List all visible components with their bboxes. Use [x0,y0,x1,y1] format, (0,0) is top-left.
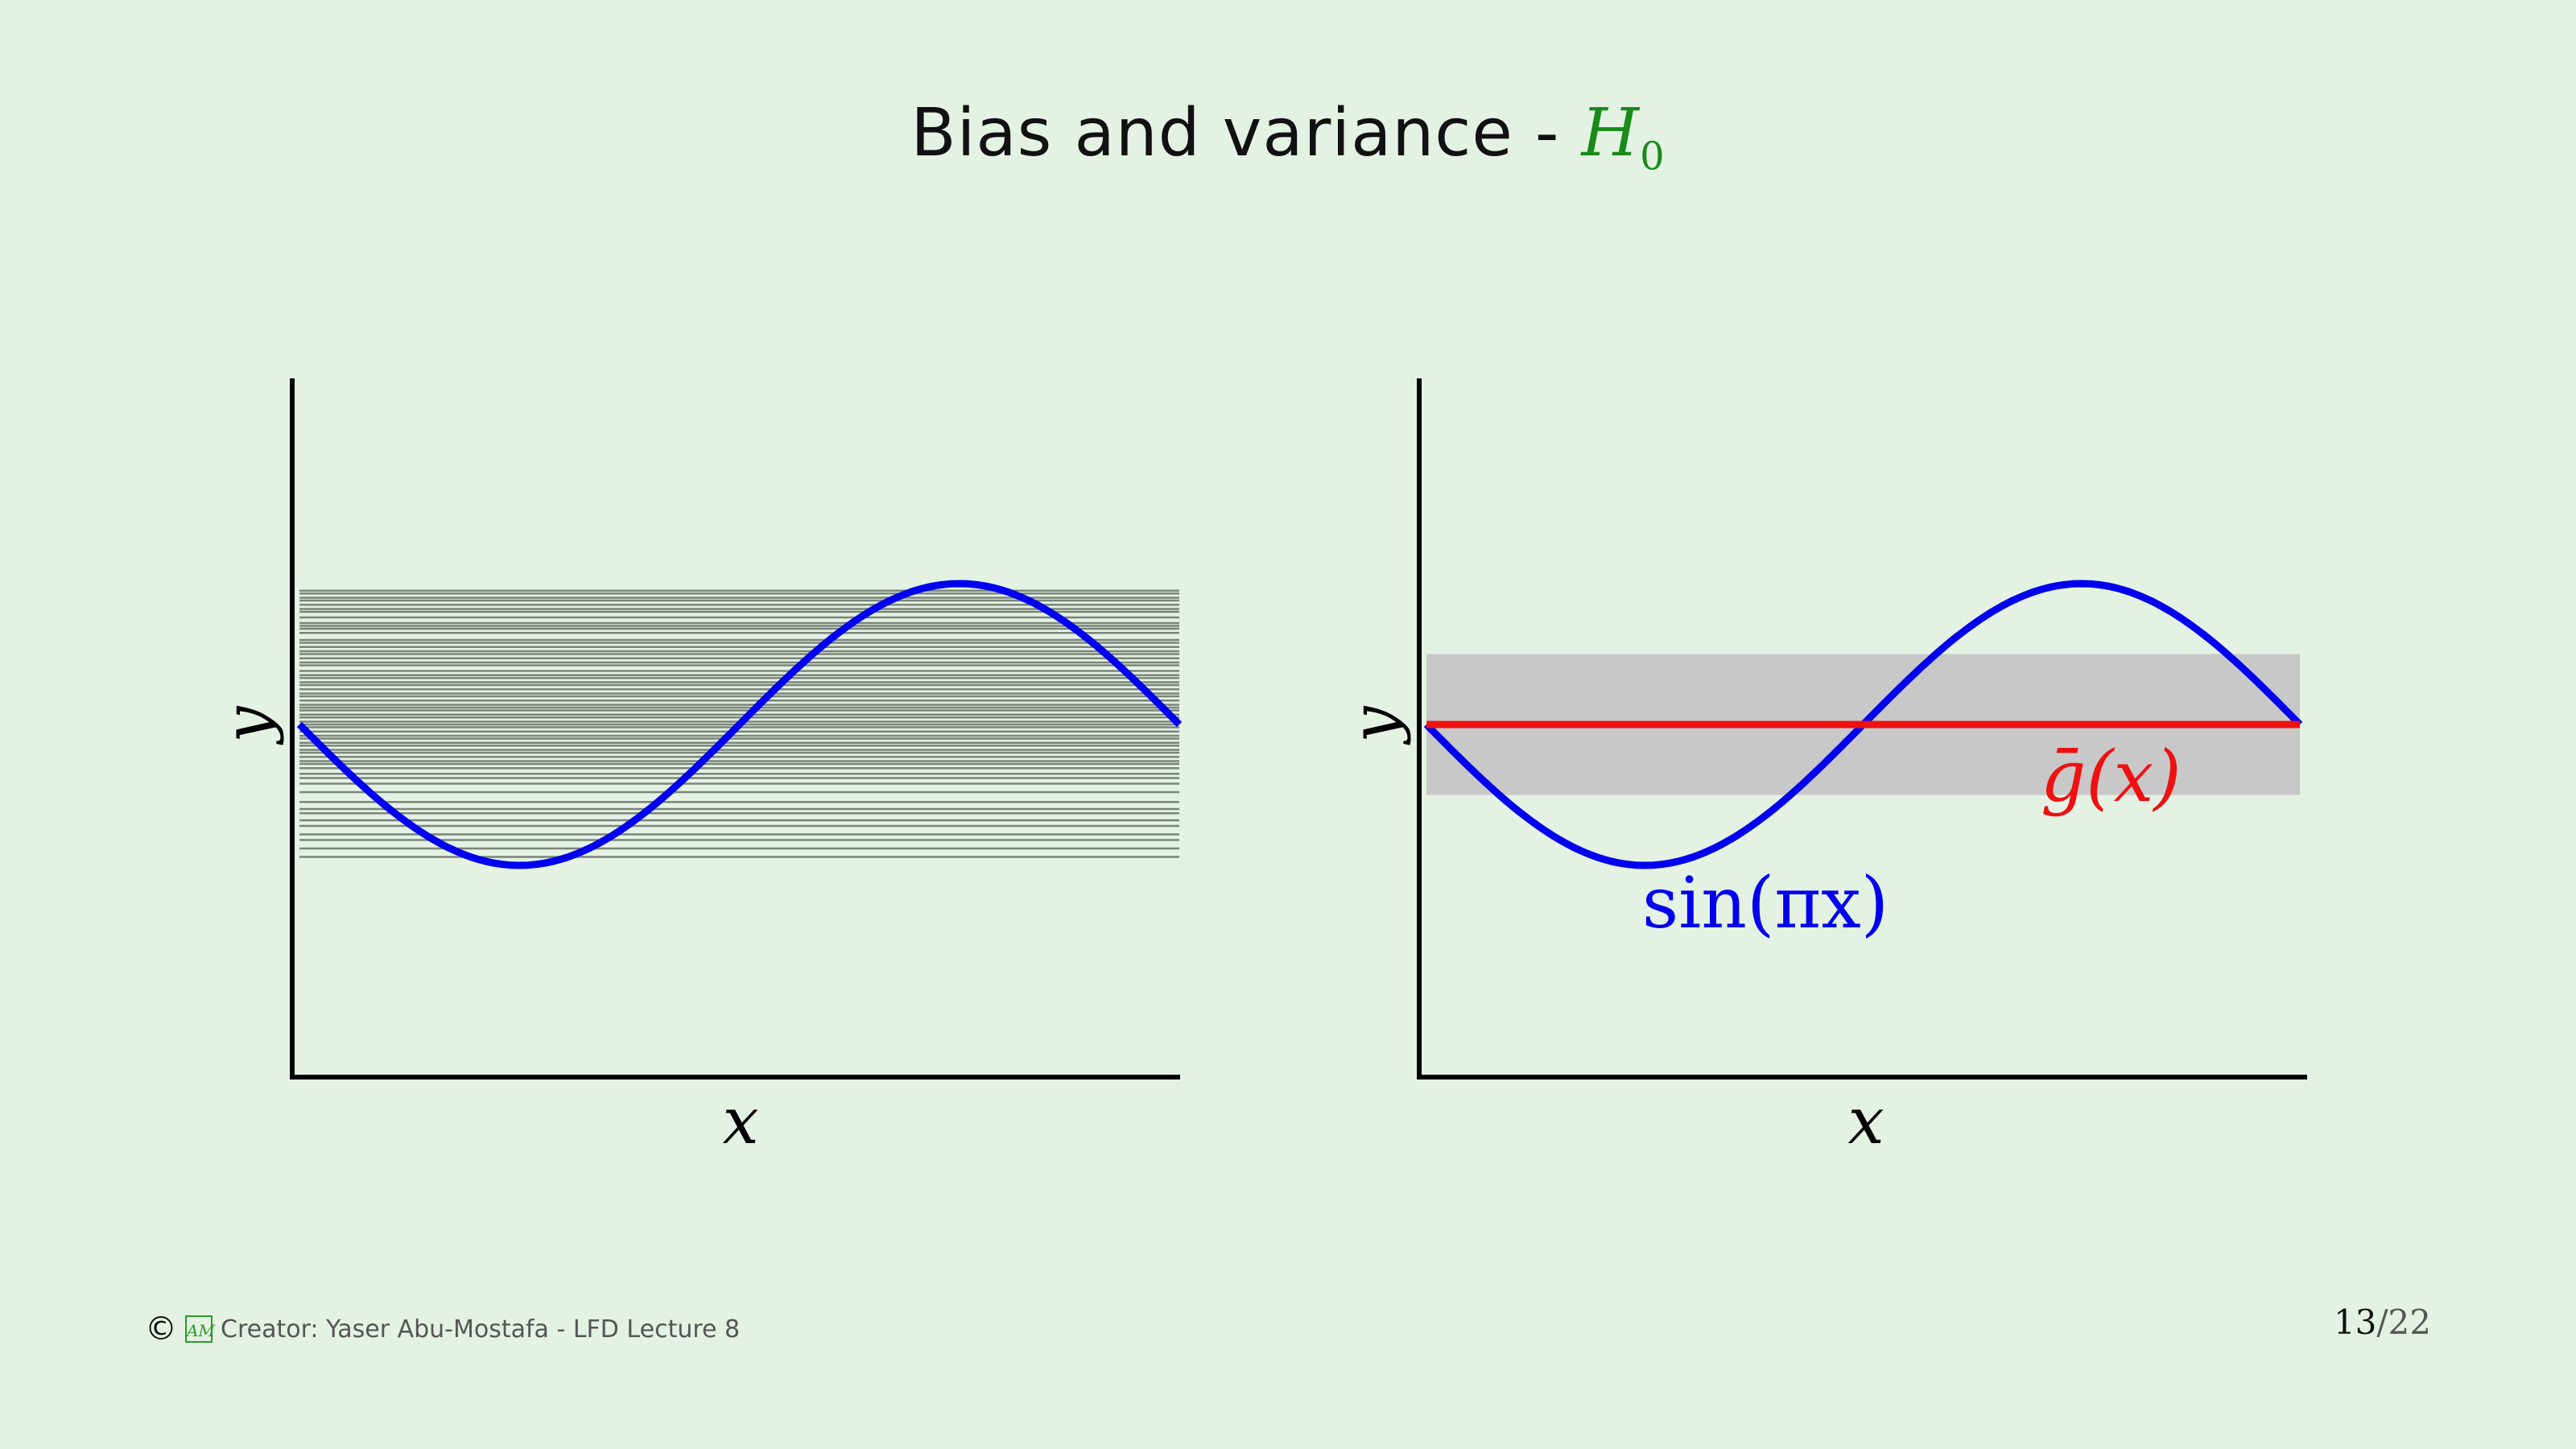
target-function-label: sin(πx) [1642,861,1889,944]
footer: © AM Creator: Yaser Abu-Mostafa - LFD Le… [145,1311,740,1348]
plot-hypotheses: x y [210,378,1183,1158]
page-separator: / [2376,1302,2388,1342]
copyright-symbol: © [145,1311,177,1348]
x-axis-label: x [1847,1084,1884,1158]
x-axis-label: x [722,1084,758,1158]
target-sine-curve [296,580,1183,869]
page-total: 22 [2388,1302,2431,1342]
lfd-logo-icon: AM [185,1315,215,1343]
slide-title: Bias and variance - H0 [0,95,2576,179]
plot-average-hypothesis: x y ḡ(x) sin(πx) [1337,378,2307,1158]
page-current: 13 [2333,1302,2377,1342]
title-text: Bias and variance - [910,95,1582,171]
hypothesis-set-symbol: H0 [1581,95,1666,180]
footer-credit: Creator: Yaser Abu-Mostafa - LFD Lecture… [221,1315,741,1344]
y-axis-label: y [1337,705,1412,745]
average-hypothesis-label: ḡ(x) [2041,735,2182,818]
y-axis-label: y [210,705,285,745]
page-number: 13/22 [2334,1302,2431,1342]
